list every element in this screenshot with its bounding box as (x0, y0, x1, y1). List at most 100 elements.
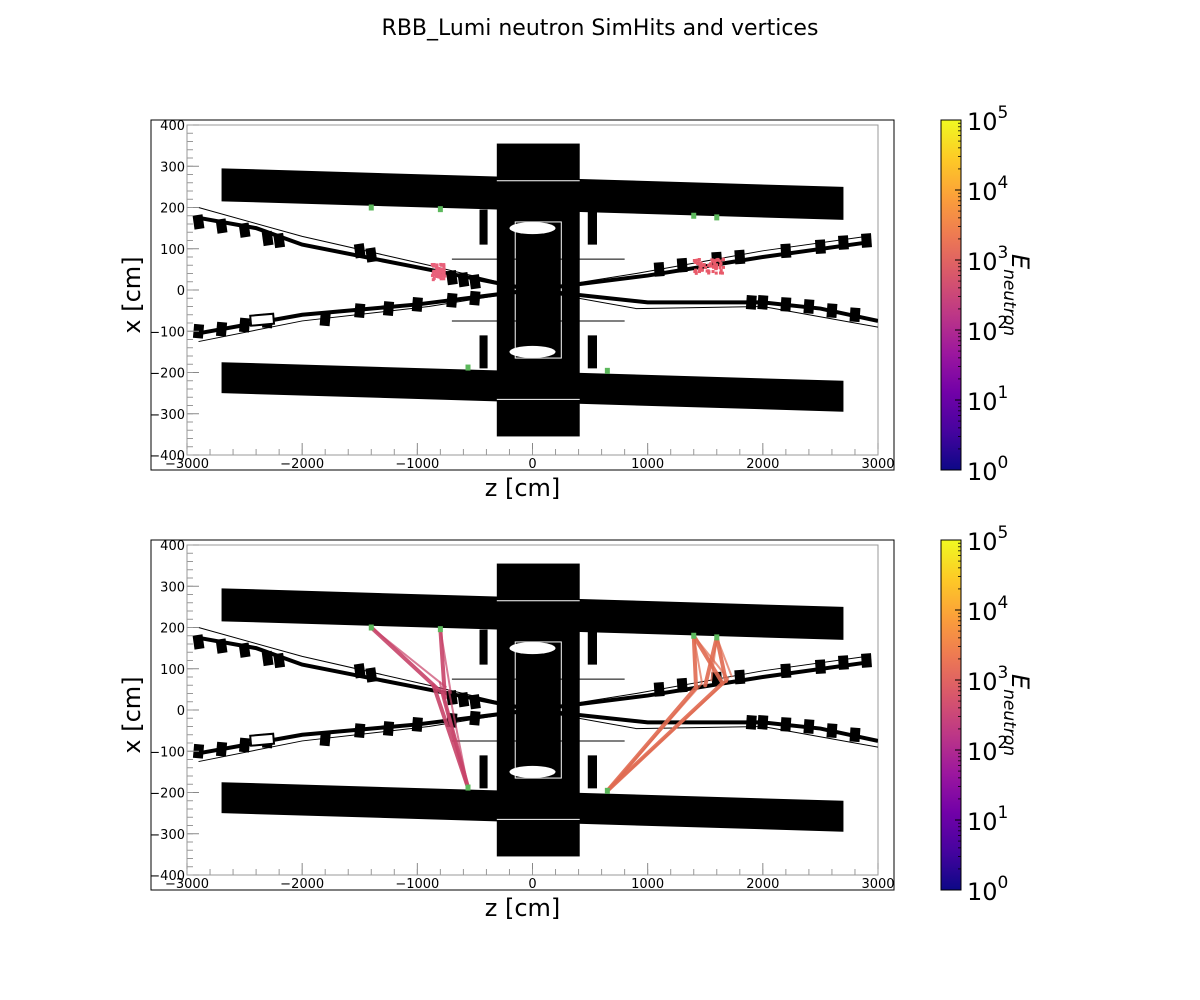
detector-geometry (192, 143, 878, 437)
x-tick-label: −2000 (280, 877, 324, 892)
neutron-track (606, 682, 703, 792)
sim-hit (432, 262, 436, 266)
sim-hit (704, 265, 708, 269)
sim-hit (437, 266, 441, 270)
beam-magnet (365, 667, 378, 683)
neutron-track (692, 635, 704, 684)
sim-hit (435, 269, 439, 273)
y-tick-label: −100 (149, 745, 185, 760)
beam-magnet (803, 299, 815, 314)
sim-hit (698, 267, 702, 271)
endcap-plate (479, 629, 488, 665)
hits-group (430, 257, 725, 282)
beam-magnet (780, 297, 792, 312)
endcap-plate (587, 335, 597, 369)
y-tick-label: 300 (160, 580, 185, 595)
cavity-outline (514, 641, 562, 779)
sim-hit (699, 265, 703, 269)
beam-magnet (382, 301, 395, 316)
y-tick-label: −300 (149, 408, 185, 423)
y-tick-label: 100 (160, 663, 185, 678)
vertex-marker (714, 634, 720, 641)
colorbar-tick-label: 104 (967, 173, 1008, 206)
colorbar-tick-label: 101 (967, 803, 1008, 836)
neutron-track (691, 633, 699, 690)
sim-hit (692, 259, 696, 263)
sim-hit (719, 269, 723, 273)
beam-magnet (238, 737, 251, 753)
colorbar-tick-label: 103 (967, 243, 1008, 276)
endcap-plate (587, 211, 597, 245)
sim-hit (707, 263, 711, 267)
x-tick-label: 1000 (631, 457, 664, 472)
sim-hit (719, 262, 723, 266)
colorbar-label: Eneutron (999, 254, 1034, 336)
sim-hit (711, 270, 715, 274)
sim-hit (435, 273, 439, 277)
vertex-marker (604, 787, 610, 794)
sim-hit (435, 266, 439, 270)
y-tick-label: −200 (149, 367, 185, 382)
sim-hit (715, 263, 719, 267)
cavity-outline (514, 221, 562, 359)
y-tick-label: −400 (149, 869, 185, 884)
colorbar-tick-label: 102 (967, 313, 1008, 346)
beam-magnet (734, 669, 746, 685)
sim-hit (436, 268, 440, 272)
x-tick-label: −1000 (395, 457, 439, 472)
panel-top: −3000 −2000 −1000 0 1000 2000 3000−400−300−200… (118, 103, 1034, 502)
sim-hit (430, 263, 434, 267)
beam-magnet (319, 311, 331, 327)
x-tick-label: 3000 (861, 877, 894, 892)
neutron-track (369, 625, 443, 694)
beam-magnet (238, 642, 251, 658)
beam-magnet (273, 232, 286, 249)
beam-magnet (837, 655, 849, 670)
colorbar-tick-label: 101 (967, 383, 1008, 416)
axis-ticks: −3000 −2000 −1000 0 1000 2000 3000−400−300−200… (149, 119, 894, 472)
cavity-ellipse (509, 345, 556, 358)
y-tick-label: −100 (149, 325, 185, 340)
y-tick-label: 200 (160, 202, 185, 217)
beam-chamber (249, 312, 276, 327)
beam-magnet (849, 307, 861, 323)
colorbar (940, 539, 962, 891)
colorbar-tick-label: 105 (967, 103, 1008, 136)
y-axis-label: x [cm] (118, 676, 146, 753)
track-group (369, 625, 733, 793)
y-tick-label: 300 (160, 160, 185, 175)
y-tick-label: −300 (149, 828, 185, 843)
neutron-track (438, 627, 447, 700)
colorbar-tick-label: 105 (967, 523, 1008, 556)
neutron-track (439, 628, 452, 694)
sim-hit (721, 257, 725, 261)
vertex-marker (604, 367, 610, 374)
vertex-marker (691, 212, 697, 219)
x-tick-label: 2000 (746, 457, 779, 472)
beam-magnet (261, 230, 274, 247)
y-tick-label: −200 (149, 787, 185, 802)
beam-magnet (469, 710, 481, 726)
sim-hit (709, 264, 713, 268)
cavity-ellipse (509, 222, 556, 235)
sim-hit (697, 270, 701, 274)
sim-hit (718, 271, 722, 275)
vertex-marker (437, 626, 443, 633)
sim-hit (430, 274, 434, 278)
beam-magnet (814, 659, 826, 675)
sim-hit (696, 262, 700, 266)
sim-hit (714, 271, 718, 275)
x-tick-label: 3000 (861, 457, 894, 472)
neutron-track (606, 678, 730, 792)
endcap-plate (587, 755, 597, 789)
detector-geometry (192, 563, 878, 857)
vertex-marker (714, 214, 720, 221)
sim-hit (694, 271, 698, 275)
beam-magnet (445, 269, 458, 286)
x-tick-label: −3000 (165, 457, 209, 472)
sim-hit (434, 271, 438, 275)
endcap-plate (479, 209, 488, 245)
sim-hit (439, 262, 443, 266)
beam-magnet (826, 723, 838, 738)
